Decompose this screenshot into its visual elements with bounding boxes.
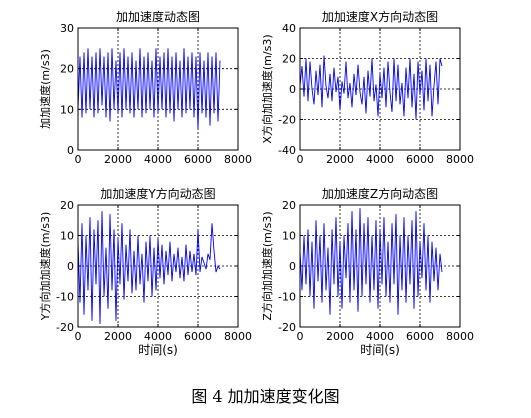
x-tick-label: 4000 (366, 330, 394, 343)
y-tick-label: -40 (278, 144, 296, 157)
x-tick-label: 6000 (406, 330, 434, 343)
y-axis-label: 加加速度(m/s3) (38, 49, 52, 129)
y-tick-label: 20 (282, 53, 296, 66)
x-axis-label: 时间(s) (360, 343, 400, 357)
chart-title: 加加速度Z方向动态图 (322, 186, 438, 201)
chart-title: 加加速度Y方向动态图 (100, 186, 215, 201)
series-line (77, 48, 221, 130)
x-tick-label: 2000 (326, 330, 354, 343)
y-axis-label: X方向加加速度(m/s3) (260, 34, 274, 143)
x-tick-label: 6000 (184, 153, 212, 166)
series-line (299, 55, 443, 120)
series-line (77, 211, 221, 324)
x-tick-label: 8000 (446, 330, 474, 343)
chart-panel-3: 0 2000 4000 6000 8000 -20 -10 0 10 20 加加速度Y方向动态图时间… (38, 186, 252, 357)
chart-panel-4: 0 2000 4000 6000 8000 -20 -10 0 10 20 加加速度Z方向动态图时间… (260, 186, 474, 357)
y-tick-label: 10 (60, 230, 74, 243)
x-tick-label: 8000 (224, 153, 252, 166)
y-tick-label: -20 (56, 321, 74, 334)
x-tick-label: 2000 (104, 153, 132, 166)
y-tick-label: 40 (282, 22, 296, 35)
chart-panel-1: 0 2000 4000 6000 8000 0 10 20 30 加加速度动态图加加速度(m/s3… (38, 9, 252, 166)
y-tick-label: -10 (56, 291, 74, 304)
series-line (299, 208, 443, 315)
figure-caption: 图 4 加加速度变化图 (191, 387, 340, 406)
y-tick-label: -10 (278, 291, 296, 304)
x-tick-label: 4000 (144, 330, 172, 343)
y-axis-label: Y方向加加速度(m/s3) (38, 212, 52, 321)
x-tick-label: 4000 (144, 153, 172, 166)
x-axis-label: 时间(s) (138, 343, 178, 357)
x-tick-label: 8000 (224, 330, 252, 343)
chart-panel-2: 0 2000 4000 6000 8000 -40 -20 0 20 40 加加速度X方向动态图 X方… (260, 9, 474, 166)
y-tick-label: 20 (60, 63, 74, 76)
y-tick-label: 20 (282, 199, 296, 212)
x-tick-label: 2000 (104, 330, 132, 343)
x-tick-label: 0 (75, 330, 82, 343)
x-tick-label: 6000 (406, 153, 434, 166)
y-axis-label: Z方向加加速度(m/s3) (260, 211, 274, 320)
x-tick-label: 8000 (446, 153, 474, 166)
y-tick-label: 0 (67, 260, 74, 273)
x-tick-label: 0 (297, 153, 304, 166)
chart-title: 加加速度动态图 (116, 9, 200, 24)
x-tick-label: 0 (297, 330, 304, 343)
y-tick-label: 0 (289, 83, 296, 96)
chart-title: 加加速度X方向动态图 (322, 9, 438, 24)
y-tick-label: -20 (278, 321, 296, 334)
x-tick-label: 6000 (184, 330, 212, 343)
y-tick-label: 10 (60, 103, 74, 116)
y-tick-label: -20 (278, 114, 296, 127)
x-tick-label: 0 (75, 153, 82, 166)
y-tick-label: 0 (67, 144, 74, 157)
x-tick-label: 2000 (326, 153, 354, 166)
y-tick-label: 20 (60, 199, 74, 212)
x-tick-label: 4000 (366, 153, 394, 166)
y-tick-label: 10 (282, 230, 296, 243)
y-tick-label: 0 (289, 260, 296, 273)
y-tick-label: 30 (60, 22, 74, 35)
